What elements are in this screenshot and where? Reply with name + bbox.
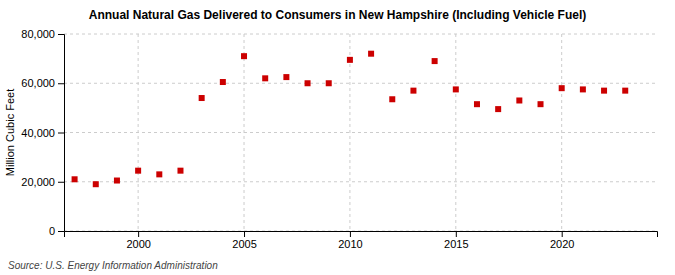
point xyxy=(177,168,183,174)
grid-line xyxy=(244,34,245,231)
tick: 2010 xyxy=(338,231,362,250)
point xyxy=(432,58,438,64)
tick-mark xyxy=(58,34,64,35)
point xyxy=(262,75,268,81)
tick-label: 80,000 xyxy=(21,28,55,40)
tick: 2015 xyxy=(444,231,468,250)
tick-mark xyxy=(58,231,64,232)
grid-line xyxy=(138,34,139,231)
grid-line xyxy=(64,132,657,133)
point xyxy=(347,57,353,63)
point xyxy=(516,97,522,103)
tick-mark xyxy=(58,182,64,183)
grid-line xyxy=(349,34,350,231)
tick: 0 xyxy=(49,225,64,237)
tick: 20,000 xyxy=(21,176,64,188)
grid xyxy=(64,34,657,231)
grid-line xyxy=(64,34,657,35)
point xyxy=(495,106,501,112)
title: Annual Natural Gas Delivered to Consumer… xyxy=(89,8,586,22)
tick-mark xyxy=(562,231,563,237)
point xyxy=(622,88,628,94)
plot-area: 2000 2005 2010 2015 2020 0 20,000 40,000 60,000 8… xyxy=(21,28,657,250)
grid-line xyxy=(64,181,657,182)
tick-label: 2005 xyxy=(232,238,256,250)
tick-label: 2010 xyxy=(338,238,362,250)
tick: 80,000 xyxy=(21,28,64,40)
tick-mark xyxy=(350,231,351,237)
x-axis: 2000 2005 2010 2015 2020 xyxy=(65,231,658,250)
point xyxy=(538,101,544,107)
tick-mark xyxy=(58,83,64,84)
point xyxy=(601,88,607,94)
source: Source: U.S. Energy Information Administ… xyxy=(8,260,218,271)
tick-label: 2015 xyxy=(444,238,468,250)
tick: 2000 xyxy=(126,231,150,250)
axis-line xyxy=(65,232,658,238)
tick-mark xyxy=(244,231,245,237)
point xyxy=(220,79,226,85)
tick-label: 60,000 xyxy=(21,77,55,89)
tick: 2005 xyxy=(232,231,256,250)
grid-line xyxy=(64,83,657,84)
point xyxy=(410,88,416,94)
tick-label: 2020 xyxy=(550,238,574,250)
tick-mark xyxy=(456,231,457,237)
point xyxy=(389,96,395,102)
point xyxy=(283,74,289,80)
tick-label: 2000 xyxy=(126,238,150,250)
point xyxy=(368,51,374,57)
point xyxy=(580,86,586,92)
tick-label: 0 xyxy=(49,225,55,237)
tick: 60,000 xyxy=(21,77,64,89)
tick-label: 40,000 xyxy=(21,127,55,139)
chart-container: 2000 2005 2010 2015 2020 0 20,000 40,000 60,000 8… xyxy=(0,0,675,275)
y-axis: 0 20,000 40,000 60,000 80,000 xyxy=(21,28,64,237)
point xyxy=(559,85,565,91)
tick-mark xyxy=(138,231,139,237)
point xyxy=(474,101,480,107)
tick-mark xyxy=(58,133,64,134)
point xyxy=(156,171,162,177)
point xyxy=(241,53,247,59)
grid-line xyxy=(455,34,456,231)
tick: 2020 xyxy=(550,231,574,250)
point xyxy=(305,80,311,86)
y-axis-title: Million Cubic Feet xyxy=(4,89,16,176)
point xyxy=(135,168,141,174)
tick-label: 20,000 xyxy=(21,176,55,188)
point xyxy=(72,176,78,182)
point xyxy=(114,178,120,184)
points xyxy=(72,51,629,188)
point xyxy=(453,86,459,92)
point xyxy=(93,181,99,187)
point xyxy=(199,95,205,101)
tick: 40,000 xyxy=(21,127,64,139)
chart: 2000 2005 2010 2015 2020 0 20,000 40,000 60,000 8… xyxy=(0,0,675,275)
grid-line xyxy=(561,34,562,231)
point xyxy=(326,80,332,86)
axis-line xyxy=(58,35,65,232)
